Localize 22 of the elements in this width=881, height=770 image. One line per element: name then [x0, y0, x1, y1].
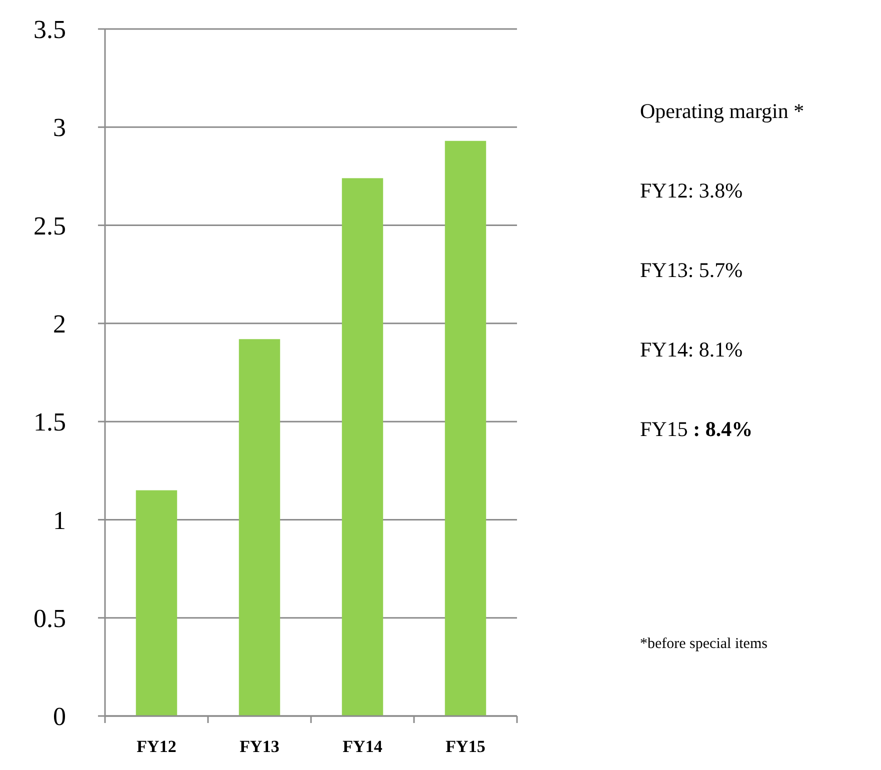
y-tick-label: 3.5 — [34, 15, 66, 44]
y-tick-label: 0.5 — [34, 604, 66, 633]
y-tick-label: 1 — [53, 506, 66, 535]
x-tick-label: FY15 — [446, 737, 486, 756]
bar — [342, 178, 384, 716]
text: FY12: 3.8% — [640, 178, 743, 202]
x-tick-label: FY13 — [240, 737, 280, 756]
text: FY15 : 8.4% — [640, 417, 753, 441]
y-tick-label: 0 — [53, 702, 66, 732]
text: FY14: 8.1% — [640, 338, 743, 362]
text: *before special items — [640, 636, 768, 652]
y-tick-label: 1.5 — [34, 408, 66, 437]
bar — [136, 490, 178, 716]
y-tick-label: 2.5 — [34, 211, 66, 240]
y-tick-label: 3 — [53, 113, 66, 142]
bar — [238, 339, 280, 716]
text: FY13: 5.7% — [640, 258, 743, 282]
x-tick-label: FY14 — [342, 737, 383, 756]
bar — [444, 140, 486, 716]
y-tick-label: 2 — [53, 310, 66, 339]
x-tick-label: FY12 — [136, 737, 176, 756]
text: Operating margin * — [640, 99, 804, 123]
